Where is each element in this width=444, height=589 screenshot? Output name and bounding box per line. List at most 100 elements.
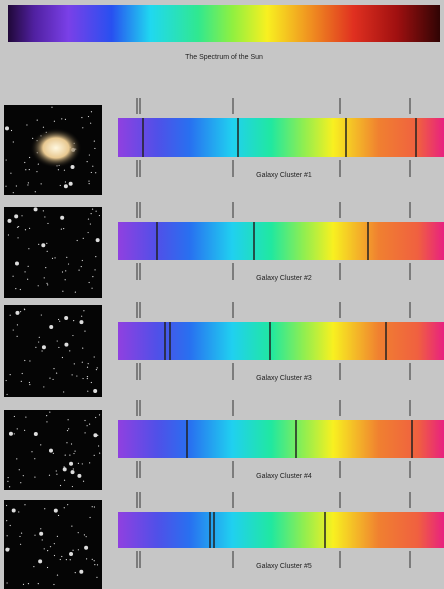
star — [46, 282, 48, 284]
star — [43, 548, 45, 550]
star — [49, 546, 52, 548]
star — [63, 227, 65, 230]
star — [80, 265, 82, 268]
star — [29, 360, 31, 362]
star — [90, 122, 92, 124]
star — [81, 361, 83, 363]
star — [68, 428, 70, 430]
star — [40, 528, 42, 530]
star — [47, 222, 49, 225]
star — [27, 184, 29, 186]
star — [37, 285, 39, 287]
star — [95, 172, 97, 174]
star — [93, 454, 95, 456]
star — [67, 504, 69, 506]
star — [95, 238, 100, 243]
star — [47, 549, 49, 552]
star — [19, 311, 22, 313]
star — [86, 377, 88, 380]
star — [12, 329, 14, 331]
star — [49, 377, 51, 379]
star — [38, 559, 43, 564]
star — [47, 284, 49, 286]
star — [9, 524, 11, 527]
star — [43, 277, 45, 279]
star — [11, 508, 16, 513]
panel-label: Galaxy Cluster #2 — [256, 275, 312, 282]
star — [46, 242, 48, 244]
star — [24, 271, 26, 273]
star — [64, 316, 69, 321]
star — [13, 433, 15, 435]
star — [57, 318, 60, 321]
star — [19, 535, 21, 538]
star — [46, 566, 49, 569]
star — [38, 341, 40, 343]
star — [5, 159, 7, 161]
star — [24, 359, 26, 362]
star — [69, 552, 74, 557]
star — [10, 172, 12, 174]
star — [55, 372, 58, 374]
star — [88, 180, 90, 182]
star — [82, 377, 84, 380]
star — [93, 356, 95, 358]
star — [74, 291, 76, 293]
star — [64, 454, 66, 456]
star — [40, 183, 42, 185]
star — [93, 560, 95, 562]
star — [72, 334, 74, 337]
star — [76, 239, 78, 242]
star — [34, 534, 36, 536]
star — [85, 536, 87, 538]
star — [70, 165, 75, 170]
star — [61, 356, 64, 359]
star — [20, 380, 22, 382]
star — [81, 259, 83, 262]
star — [97, 445, 100, 447]
star — [15, 310, 20, 315]
star — [12, 275, 14, 277]
star — [5, 547, 10, 552]
star — [95, 256, 97, 258]
star — [69, 350, 71, 352]
star — [63, 466, 65, 468]
star — [36, 171, 38, 173]
star — [91, 287, 93, 289]
star — [62, 467, 67, 472]
star — [5, 504, 8, 507]
star — [18, 469, 20, 471]
star — [78, 269, 80, 271]
star — [24, 161, 26, 164]
star — [73, 452, 75, 455]
star — [61, 118, 63, 120]
star — [83, 310, 85, 312]
star — [25, 169, 27, 171]
star — [98, 214, 101, 217]
star — [49, 411, 51, 413]
star — [44, 508, 46, 510]
star — [56, 574, 59, 576]
star — [87, 390, 89, 392]
star — [87, 218, 90, 220]
star — [77, 462, 79, 464]
star — [59, 184, 61, 187]
star — [41, 539, 43, 541]
star — [34, 458, 36, 460]
star — [26, 124, 28, 126]
star — [25, 416, 27, 418]
star — [34, 476, 36, 478]
star — [5, 185, 7, 187]
star — [61, 555, 63, 558]
star — [28, 381, 31, 384]
star — [59, 484, 62, 487]
star — [55, 470, 57, 472]
star — [60, 215, 65, 220]
star — [46, 414, 48, 417]
star — [79, 569, 84, 574]
star — [69, 461, 74, 466]
star — [7, 480, 9, 482]
star — [52, 452, 54, 454]
star — [22, 475, 24, 477]
star — [14, 261, 19, 266]
